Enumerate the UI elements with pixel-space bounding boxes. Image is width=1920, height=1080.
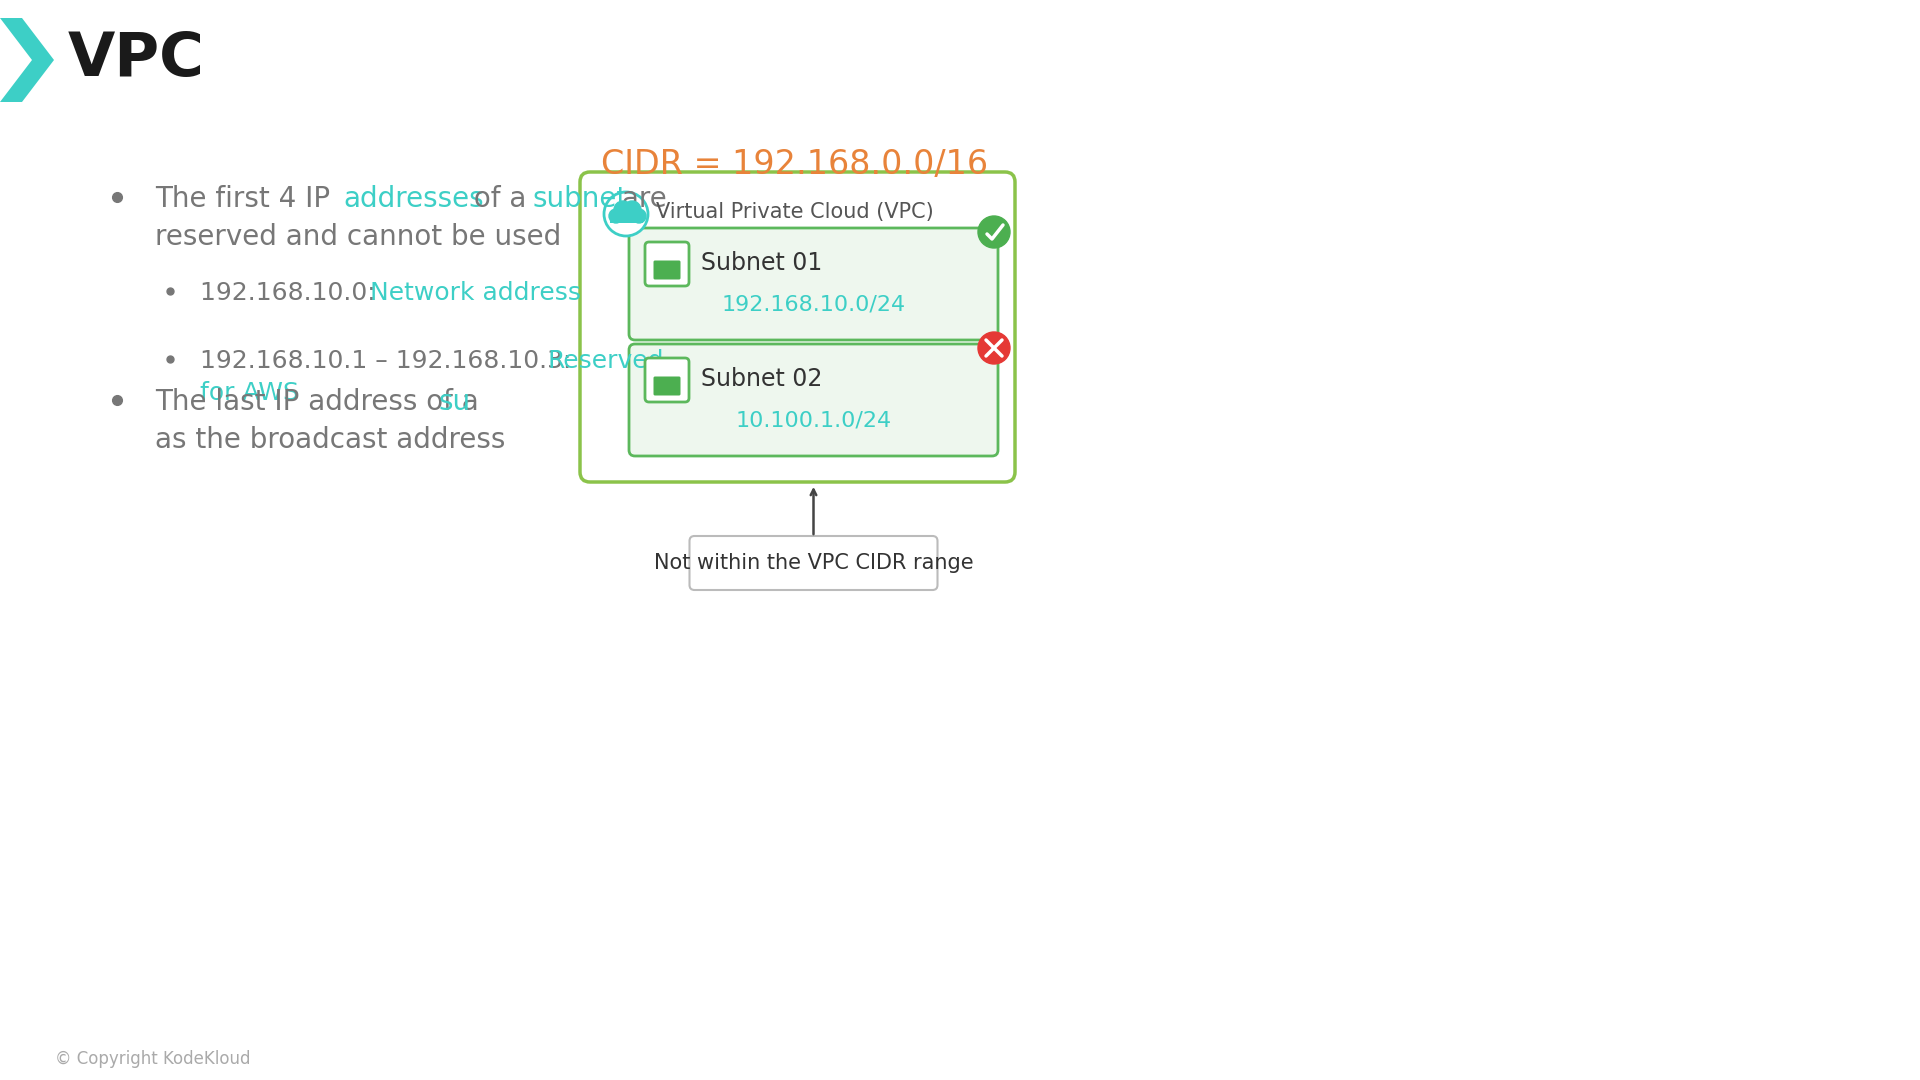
Text: © Copyright KodeKloud: © Copyright KodeKloud: [56, 1050, 250, 1068]
Text: addresses: addresses: [344, 185, 484, 213]
Text: Reserved: Reserved: [547, 349, 664, 373]
Polygon shape: [0, 18, 54, 102]
Text: 192.168.10.0/24: 192.168.10.0/24: [722, 294, 906, 314]
Circle shape: [632, 210, 645, 222]
Text: 10.100.1.0/24: 10.100.1.0/24: [735, 410, 891, 430]
Text: The first 4 IP: The first 4 IP: [156, 185, 340, 213]
Circle shape: [977, 216, 1010, 248]
Text: The last IP address of a: The last IP address of a: [156, 388, 488, 416]
Circle shape: [609, 210, 622, 222]
FancyBboxPatch shape: [630, 228, 998, 340]
FancyBboxPatch shape: [653, 377, 680, 395]
Text: su: su: [440, 388, 470, 416]
FancyBboxPatch shape: [580, 172, 1016, 482]
Text: subnet: subnet: [534, 185, 628, 213]
Text: Virtual Private Cloud (VPC): Virtual Private Cloud (VPC): [657, 202, 933, 222]
Text: 192.168.10.1 – 192.168.10.3:: 192.168.10.1 – 192.168.10.3:: [200, 349, 580, 373]
Text: reserved and cannot be used: reserved and cannot be used: [156, 222, 561, 251]
Text: Not within the VPC CIDR range: Not within the VPC CIDR range: [653, 553, 973, 573]
Circle shape: [614, 201, 632, 219]
Circle shape: [622, 201, 641, 219]
Circle shape: [605, 192, 649, 237]
Text: Network address: Network address: [371, 281, 582, 305]
Text: for AWS: for AWS: [200, 381, 300, 405]
FancyBboxPatch shape: [630, 345, 998, 456]
FancyBboxPatch shape: [689, 536, 937, 590]
Text: VPC: VPC: [67, 30, 205, 89]
Text: as the broadcast address: as the broadcast address: [156, 426, 505, 454]
FancyBboxPatch shape: [645, 357, 689, 402]
Text: of a: of a: [465, 185, 536, 213]
Text: CIDR = 192.168.0.0/16: CIDR = 192.168.0.0/16: [601, 148, 989, 181]
Bar: [611, 213, 643, 222]
FancyBboxPatch shape: [645, 242, 689, 286]
FancyBboxPatch shape: [653, 260, 680, 280]
Text: Subnet 02: Subnet 02: [701, 367, 822, 391]
Circle shape: [977, 332, 1010, 364]
Text: are: are: [612, 185, 666, 213]
Text: 192.168.10.0:: 192.168.10.0:: [200, 281, 384, 305]
Text: Subnet 01: Subnet 01: [701, 251, 822, 275]
